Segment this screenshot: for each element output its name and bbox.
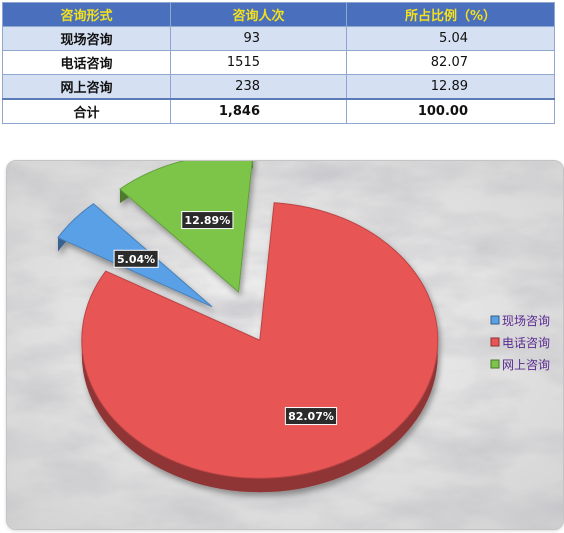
consultation-table: 咨询形式 咨询人次 所占比例（%） 现场咨询 93 5.04 电话咨询 1515…: [2, 2, 555, 124]
data-label-box-2: [181, 211, 234, 230]
header-percent: 所占比例（%）: [346, 2, 555, 27]
row-count: 1515: [170, 50, 347, 75]
total-label: 合计: [2, 98, 171, 124]
data-label-0: 5.04%: [117, 253, 155, 266]
row-percent: 5.04: [346, 26, 555, 51]
header-count: 咨询人次: [170, 2, 347, 27]
legend-label-1: 电话咨询: [502, 335, 550, 350]
total-percent: 100.00: [346, 98, 555, 124]
legend-swatch-0: [490, 315, 500, 325]
row-percent: 12.89: [346, 74, 555, 100]
legend-label-2: 网上咨询: [502, 357, 550, 372]
data-label-2: 12.89%: [184, 214, 230, 227]
row-label: 现场咨询: [2, 26, 171, 51]
total-count: 1,846: [170, 98, 347, 124]
data-label-box-0: [113, 249, 159, 268]
table-row: 网上咨询 238 12.89: [2, 74, 555, 100]
legend-swatch-1: [490, 337, 500, 347]
pie-data-labels: 82.07% 5.04% 12.89%: [113, 211, 338, 426]
legend-label-0: 现场咨询: [502, 313, 550, 328]
row-count: 93: [170, 26, 347, 51]
table-total-row: 合计 1,846 100.00: [2, 98, 555, 124]
pie-slice-1: [81, 202, 439, 493]
table-header-row: 咨询形式 咨询人次 所占比例（%）: [2, 2, 555, 27]
pie-slice-top-1: [81, 202, 439, 479]
row-label: 网上咨询: [2, 74, 171, 100]
data-label-1: 82.07%: [288, 410, 334, 423]
table-row: 电话咨询 1515 82.07: [2, 50, 555, 75]
table-row: 现场咨询 93 5.04: [2, 26, 555, 51]
data-label-box-1: [284, 407, 338, 426]
row-count: 238: [170, 74, 347, 100]
row-percent: 82.07: [346, 50, 555, 75]
pie-chart: 82.07% 5.04% 12.89% 现场咨询电话咨询网上咨询: [6, 160, 564, 530]
legend-swatch-2: [490, 359, 500, 369]
row-label: 电话咨询: [2, 50, 171, 75]
header-type: 咨询形式: [2, 2, 171, 27]
